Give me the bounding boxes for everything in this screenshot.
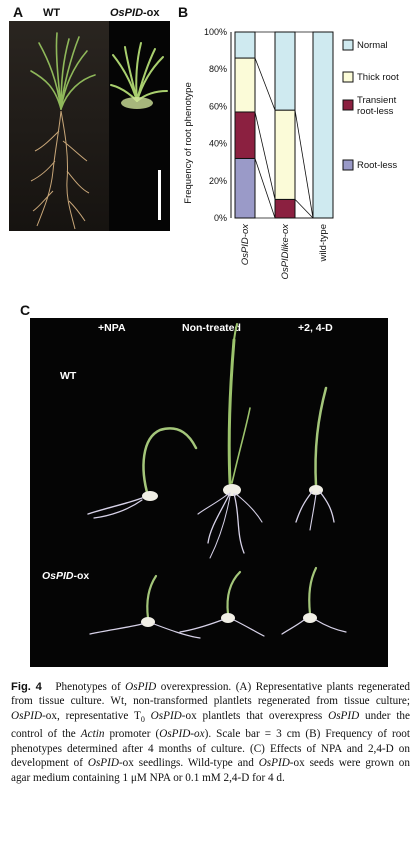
legend-label: Normal <box>357 40 388 51</box>
bar-segment-thick-root <box>234 57 256 113</box>
legend-label: Root-less <box>357 160 397 171</box>
panel-a-ox-label: OsPID-ox <box>110 7 160 19</box>
column-label-2-4-d: +2, 4-D <box>298 322 333 334</box>
y-tick-label: 0% <box>214 213 227 223</box>
column-label-npa: +NPA <box>98 322 126 334</box>
plant-illustration <box>30 32 168 230</box>
legend-swatch <box>342 99 354 111</box>
row-label-ospid-ox: OsPID-ox <box>42 570 90 582</box>
bar-segment-transient-root-less <box>234 111 256 159</box>
figure-caption: Fig. 4 Phenotypes of OsPID overexpressio… <box>11 681 411 784</box>
bar-segment-transient-root-less <box>274 198 296 219</box>
series-connector-line <box>254 111 276 200</box>
series-connector-line <box>294 199 314 219</box>
caption-fig-label: Fig. 4 <box>11 681 42 693</box>
panel-b-letter: B <box>178 4 189 20</box>
series-connector-line <box>294 110 314 219</box>
legend-label: Thick root <box>357 72 399 83</box>
legend-swatch <box>342 39 354 51</box>
panel-a-letter: A <box>13 4 24 20</box>
y-tick-label: 20% <box>209 176 227 186</box>
panel-c-letter: C <box>20 302 31 318</box>
column-label-non-treated: Non-treated <box>182 322 241 334</box>
y-tick-label: 100% <box>204 27 227 37</box>
bar-segment-thick-root <box>274 109 296 200</box>
root-phenotype-chart: 0% 20% 40% 60% 80% 100% OsPID-ox OsPIDlike-ox w… <box>183 27 399 280</box>
panel-a-wt-label: WT <box>43 7 61 19</box>
legend-swatch <box>342 71 354 83</box>
y-tick-label: 40% <box>209 139 227 149</box>
series-connector-line <box>254 158 276 219</box>
bar-segment-normal <box>234 31 256 59</box>
seedlings-illustration <box>87 323 347 639</box>
x-tick-label: OsPID-ox <box>240 223 251 265</box>
panel-c-photo: +NPA Non-treated +2, 4-D WT OsPID-ox <box>30 318 388 667</box>
legend-swatch <box>342 159 354 171</box>
row-label-wt: WT <box>60 370 77 382</box>
y-axis-label: Frequency of root phenotype <box>183 82 194 203</box>
x-tick-label: wild-type <box>318 224 329 263</box>
y-tick-label: 80% <box>209 64 227 74</box>
bar-segment-normal <box>274 31 296 111</box>
bar-segment-root-less <box>234 157 256 219</box>
legend-label: Transient root-less <box>357 95 397 117</box>
series-connector-line <box>254 57 276 111</box>
x-tick-label: OsPIDlike-ox <box>280 223 291 280</box>
scale-bar <box>158 170 161 220</box>
panel-a-photo <box>9 21 170 231</box>
bar-segment-normal <box>312 31 334 219</box>
y-tick-label: 60% <box>209 101 227 111</box>
